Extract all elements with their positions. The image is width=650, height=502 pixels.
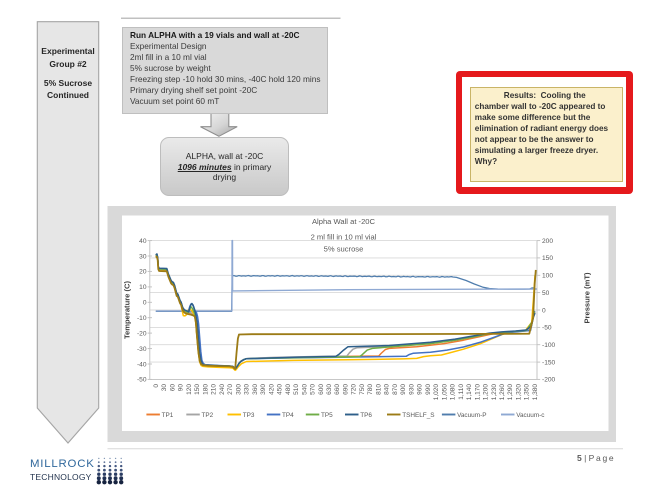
svg-text:150: 150: [194, 384, 201, 395]
svg-text:750: 750: [359, 384, 366, 395]
svg-text:TP1: TP1: [162, 412, 174, 419]
svg-text:960: 960: [417, 384, 424, 395]
svg-text:1,170: 1,170: [474, 384, 481, 401]
svg-text:TP6: TP6: [360, 412, 372, 419]
svg-text:1,350: 1,350: [524, 384, 531, 401]
svg-text:0: 0: [153, 384, 160, 388]
svg-text:60: 60: [170, 384, 177, 392]
svg-text:630: 630: [326, 384, 333, 395]
svg-text:Pressure (mT): Pressure (mT): [583, 272, 592, 324]
svg-text:Vacuum-P: Vacuum-P: [457, 412, 486, 419]
svg-text:1,110: 1,110: [458, 384, 465, 400]
svg-text:570: 570: [310, 384, 317, 395]
svg-text:-50: -50: [137, 377, 147, 384]
svg-text:30: 30: [161, 384, 168, 392]
svg-text:690: 690: [343, 384, 350, 395]
svg-text:20: 20: [139, 269, 147, 276]
svg-text:720: 720: [351, 384, 358, 395]
svg-text:240: 240: [219, 384, 226, 395]
svg-text:0: 0: [542, 307, 546, 314]
svg-text:180: 180: [202, 384, 209, 395]
svg-text:660: 660: [334, 384, 341, 395]
svg-text:1,050: 1,050: [441, 384, 448, 401]
svg-text:-150: -150: [542, 359, 556, 366]
svg-text:1,230: 1,230: [491, 384, 498, 401]
svg-text:-30: -30: [137, 346, 147, 353]
svg-text:870: 870: [392, 384, 399, 395]
svg-text:200: 200: [542, 238, 553, 245]
svg-text:900: 900: [400, 384, 407, 395]
svg-text:510: 510: [293, 384, 300, 395]
svg-text:930: 930: [408, 384, 415, 395]
svg-text:480: 480: [285, 384, 292, 395]
svg-text:1,080: 1,080: [450, 384, 457, 401]
svg-text:1,320: 1,320: [516, 384, 523, 401]
svg-text:5% sucrose: 5% sucrose: [324, 244, 364, 253]
svg-text:90: 90: [178, 384, 185, 392]
svg-text:0: 0: [143, 300, 147, 307]
svg-text:-100: -100: [542, 342, 556, 349]
svg-text:360: 360: [252, 384, 259, 395]
svg-text:30: 30: [139, 253, 147, 260]
svg-text:-200: -200: [542, 377, 556, 384]
svg-text:810: 810: [375, 384, 382, 395]
svg-text:2 ml fill in 10 ml vial: 2 ml fill in 10 ml vial: [311, 233, 377, 242]
svg-text:50: 50: [542, 290, 550, 297]
svg-text:300: 300: [235, 384, 242, 395]
svg-text:Alpha Wall at -20C: Alpha Wall at -20C: [312, 217, 376, 226]
svg-text:Vacuum-c: Vacuum-c: [516, 412, 545, 419]
svg-text:780: 780: [367, 384, 374, 395]
svg-text:1,140: 1,140: [466, 384, 473, 401]
svg-text:120: 120: [186, 384, 193, 395]
svg-text:600: 600: [318, 384, 325, 395]
svg-text:270: 270: [227, 384, 234, 395]
svg-text:990: 990: [425, 384, 432, 395]
svg-text:840: 840: [384, 384, 391, 395]
svg-text:40: 40: [139, 238, 147, 245]
svg-text:-50: -50: [542, 325, 552, 332]
svg-text:1,260: 1,260: [499, 384, 506, 401]
svg-text:1,200: 1,200: [483, 384, 490, 401]
svg-text:-10: -10: [137, 315, 147, 322]
svg-text:420: 420: [268, 384, 275, 395]
svg-text:Temperature (C): Temperature (C): [123, 280, 132, 339]
svg-text:100: 100: [542, 273, 553, 280]
svg-text:TSHELF_S: TSHELF_S: [402, 412, 434, 419]
svg-text:10: 10: [139, 284, 147, 291]
svg-text:150: 150: [542, 255, 553, 262]
svg-text:TP2: TP2: [202, 412, 214, 419]
svg-text:540: 540: [301, 384, 308, 395]
svg-text:TP4: TP4: [282, 412, 294, 419]
svg-text:210: 210: [211, 384, 218, 395]
svg-text:450: 450: [277, 384, 284, 395]
svg-text:1,380: 1,380: [532, 384, 539, 401]
svg-text:TP5: TP5: [321, 412, 333, 419]
svg-text:-40: -40: [137, 361, 147, 368]
svg-text:1,290: 1,290: [507, 384, 514, 401]
svg-text:1,020: 1,020: [433, 384, 440, 401]
svg-text:390: 390: [260, 384, 267, 395]
svg-text:-20: -20: [137, 330, 147, 337]
svg-text:TP3: TP3: [243, 412, 255, 419]
svg-text:330: 330: [244, 384, 251, 395]
